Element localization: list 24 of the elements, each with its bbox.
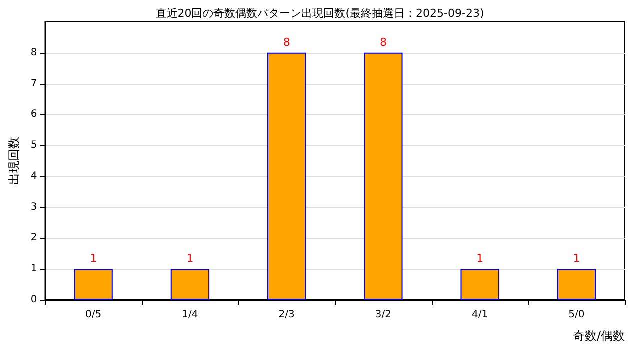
data-label: 1 bbox=[90, 252, 98, 266]
chart-title: 直近20回の奇数偶数パターン出現回数(最終抽選日：2025-09-23) bbox=[156, 7, 484, 20]
y-tick-label: 4 bbox=[30, 170, 38, 182]
data-label: 1 bbox=[186, 252, 194, 266]
y-tick-label: 7 bbox=[30, 78, 38, 90]
data-label: 8 bbox=[283, 36, 290, 49]
x-tick-label: 1/4 bbox=[182, 310, 198, 320]
data-label: 1 bbox=[573, 252, 580, 266]
x-tick-label: 3/2 bbox=[375, 310, 392, 320]
y-tick-label: 5 bbox=[30, 140, 38, 152]
y-tick-label: 1 bbox=[30, 264, 38, 275]
data-label: 1 bbox=[476, 252, 484, 266]
y-tick-label: 8 bbox=[30, 47, 38, 58]
y-axis-title: 出現回数 bbox=[7, 137, 21, 185]
x-tick-label: 0/5 bbox=[86, 310, 102, 320]
y-tick-label: 6 bbox=[30, 109, 38, 120]
y-tick-label: 2 bbox=[30, 232, 38, 244]
data-label: 8 bbox=[380, 36, 387, 49]
x-axis-title: 奇数/偶数 bbox=[572, 329, 625, 343]
y-tick-label: 0 bbox=[30, 294, 38, 306]
y-tick-label: 3 bbox=[30, 202, 38, 213]
x-tick-label: 4/1 bbox=[472, 310, 488, 320]
x-tick-label: 5/0 bbox=[568, 310, 585, 320]
x-tick-label: 2/3 bbox=[278, 310, 295, 320]
